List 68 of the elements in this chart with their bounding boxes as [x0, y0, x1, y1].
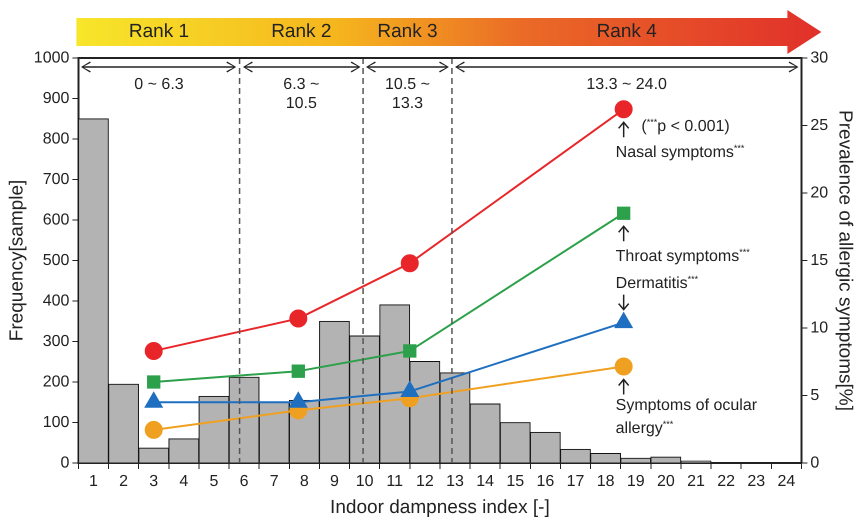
x-tick-label: 8 — [300, 473, 309, 490]
text: Rank 3 — [376, 21, 439, 43]
x-tick-label: 9 — [330, 473, 340, 490]
point — [617, 206, 630, 220]
annotation: 10.5 ~ 13.3 — [384, 75, 431, 113]
y2-tick-label: 5 — [810, 386, 820, 404]
x-tick-label: 24 — [777, 473, 796, 490]
y-tick-label: 300 — [42, 332, 70, 350]
x-tick-label: 16 — [536, 473, 554, 490]
x-tick-label: 20 — [656, 473, 675, 490]
y-tick-label: 800 — [42, 130, 70, 148]
y-axis-title: Frequency[sample] — [6, 180, 28, 342]
y2-axis-title: Prevalence of allergic symptoms[%] — [834, 110, 856, 411]
point — [400, 254, 419, 272]
point — [144, 342, 163, 360]
series-label: Throat symptoms$^{***}$ — [616, 246, 751, 266]
y-tick-label: 100 — [42, 414, 70, 431]
series-label: Dermatitis$^{***}$ — [616, 272, 700, 293]
point — [292, 364, 305, 378]
x-tick-label: 12 — [416, 473, 434, 490]
y-tick-label: 1000 — [34, 49, 70, 66]
annotation: 13.3 ~ 24.0 — [585, 75, 668, 94]
x-tick-label: 15 — [506, 473, 524, 490]
x-axis-title: Indoor dampness index [-] — [330, 496, 550, 518]
y2-tick-label: 20 — [810, 184, 828, 202]
y-tick-label: 600 — [42, 211, 70, 228]
point — [144, 420, 163, 439]
x-tick-label: 17 — [566, 473, 584, 490]
text: Rank 4 — [596, 21, 658, 43]
x-tick-label: 19 — [626, 473, 645, 490]
text: Rank 2 — [270, 21, 332, 43]
y2-tick-label: 15 — [810, 252, 828, 269]
x-tick-label: 23 — [747, 473, 766, 490]
x-tick-label: 22 — [717, 473, 736, 490]
text: Rank 1 — [128, 21, 190, 43]
x-tick-label: 2 — [119, 473, 128, 490]
y-tick-label: 500 — [42, 252, 70, 269]
annotation: ($^{***}$p < 0.001) — [641, 116, 731, 136]
annotation: 6.3 ~ 10.5 — [282, 75, 320, 113]
x-tick-label: 10 — [356, 473, 374, 490]
point — [614, 100, 633, 118]
y2-tick-label: 25 — [810, 116, 828, 134]
y-tick-label: 400 — [42, 292, 70, 310]
x-tick-label: 14 — [476, 473, 494, 490]
series-label: Nasal symptoms$^{***}$ — [616, 142, 746, 162]
x-tick-label: 6 — [240, 473, 249, 490]
x-tick-label: 21 — [687, 473, 705, 490]
point — [403, 344, 416, 358]
x-tick-label: 7 — [270, 473, 279, 490]
x-tick-label: 3 — [149, 473, 158, 490]
x-tick-label: 18 — [596, 473, 615, 490]
y2-tick-label: 30 — [810, 49, 828, 66]
y2-tick-label: 0 — [810, 454, 820, 472]
y-tick-label: 200 — [42, 373, 70, 390]
x-tick-label: 4 — [179, 473, 188, 490]
x-tick-label: 1 — [89, 473, 98, 490]
x-tick-label: 11 — [386, 473, 404, 490]
y-tick-label: 900 — [42, 90, 70, 107]
x-tick-label: 5 — [210, 473, 219, 490]
annotation: 0 ~ 6.3 — [133, 75, 185, 94]
y-tick-label: 0 — [60, 454, 70, 472]
point — [147, 375, 160, 389]
point — [289, 310, 308, 328]
point — [614, 357, 633, 376]
series-label: Symptoms of ocular allergy$^{***}$ — [616, 396, 758, 438]
y2-tick-label: 10 — [810, 319, 828, 336]
x-tick-label: 13 — [446, 473, 464, 490]
y-tick-label: 700 — [42, 170, 70, 188]
